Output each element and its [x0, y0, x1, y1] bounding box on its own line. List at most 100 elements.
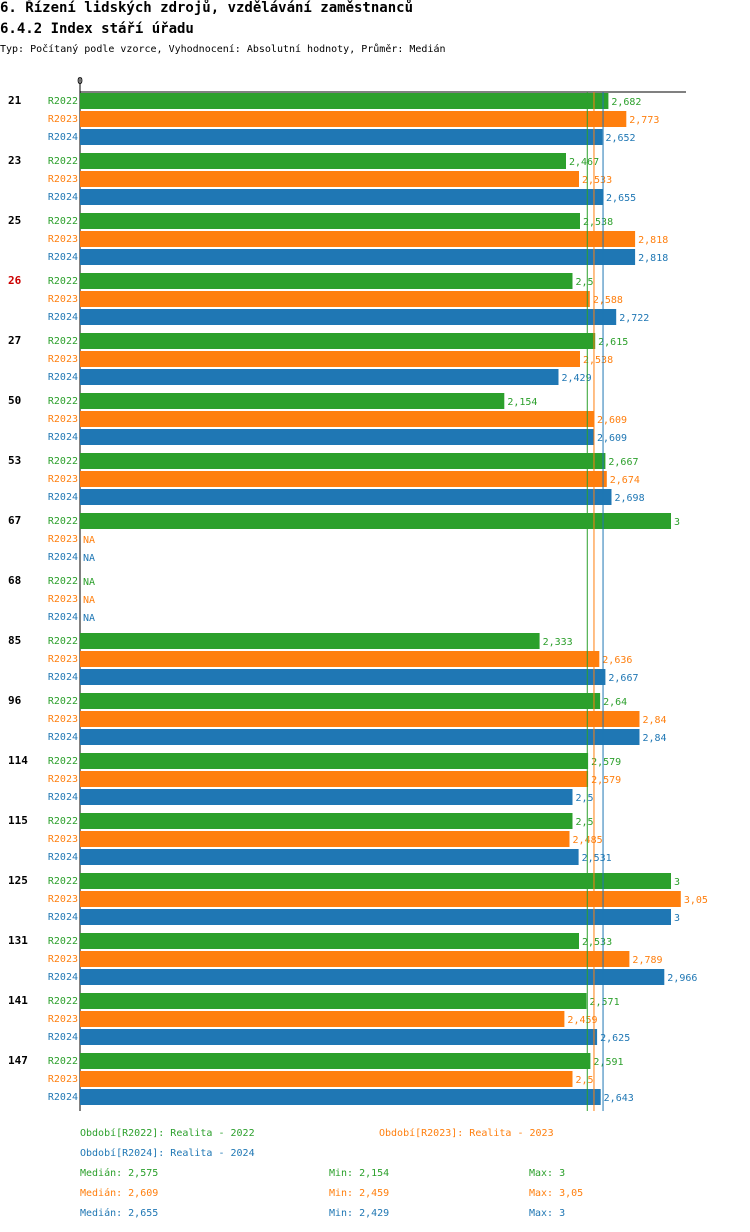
series-label-r2022: R2022: [48, 276, 78, 287]
chart-info: Typ: Počítaný podle vzorce, Vyhodnocení:…: [0, 44, 446, 55]
category-label: 96: [8, 694, 22, 707]
series-label-r2022: R2022: [48, 876, 78, 887]
bar-r2024-147: [80, 1089, 601, 1105]
bar-r2022-27: [80, 333, 596, 349]
series-label-r2024: R2024: [48, 372, 78, 383]
bar-r2024-53: [80, 489, 612, 505]
bar-r2022-85: [80, 633, 540, 649]
bar-r2022-114: [80, 753, 589, 769]
series-label-r2024: R2024: [48, 492, 78, 503]
value-label-na: NA: [83, 535, 95, 546]
bar-r2023-25: [80, 231, 636, 247]
value-label: 2,818: [638, 235, 668, 246]
bar-r2024-114: [80, 789, 573, 805]
bar-r2022-96: [80, 693, 601, 709]
series-label-r2022: R2022: [48, 636, 78, 647]
bar-r2023-96: [80, 711, 640, 727]
value-label: 2,5: [576, 1075, 594, 1086]
value-label-na: NA: [83, 613, 95, 624]
value-label: 2,571: [589, 997, 619, 1008]
series-label-r2024: R2024: [48, 672, 78, 683]
bar-r2023-131: [80, 951, 630, 967]
category-label: 125: [8, 874, 28, 887]
stat-min-r2022: Min: 2,154: [329, 1168, 390, 1179]
series-label-r2024: R2024: [48, 972, 78, 983]
value-label: 2,667: [608, 457, 638, 468]
series-label-r2024: R2024: [48, 732, 78, 743]
value-label-na: NA: [83, 553, 95, 564]
category-label: 85: [8, 634, 21, 647]
value-label: 2,5: [576, 277, 594, 288]
series-label-r2022: R2022: [48, 456, 78, 467]
category-label: 23: [8, 154, 21, 167]
bar-r2024-96: [80, 729, 640, 745]
value-label-na: NA: [83, 577, 95, 588]
bar-r2022-23: [80, 153, 566, 169]
series-label-r2024: R2024: [48, 312, 78, 323]
series-label-r2023: R2023: [48, 534, 78, 545]
series-label-r2022: R2022: [48, 336, 78, 347]
series-label-r2023: R2023: [48, 654, 78, 665]
value-label: 2,5: [576, 793, 594, 804]
series-label-r2022: R2022: [48, 576, 78, 587]
series-label-r2022: R2022: [48, 396, 78, 407]
series-label-r2022: R2022: [48, 216, 78, 227]
value-label: 2,591: [593, 1057, 623, 1068]
series-label-r2022: R2022: [48, 936, 78, 947]
value-label: 2,682: [611, 97, 641, 108]
series-label-r2022: R2022: [48, 816, 78, 827]
series-label-r2022: R2022: [48, 1056, 78, 1067]
category-label: 141: [8, 994, 28, 1007]
value-label: 3: [674, 877, 680, 888]
value-label: 2,615: [598, 337, 628, 348]
value-label: 2,533: [582, 937, 612, 948]
stat-max-r2022: Max: 3: [529, 1168, 566, 1179]
category-label: 26: [8, 274, 22, 287]
value-label: 2,609: [597, 433, 627, 444]
value-label: 2,773: [629, 115, 659, 126]
value-label: 2,429: [562, 373, 592, 384]
bar-r2022-147: [80, 1053, 591, 1069]
category-label: 115: [8, 814, 28, 827]
category-label: 25: [8, 214, 21, 227]
value-label: 2,818: [638, 253, 668, 264]
series-label-r2023: R2023: [48, 714, 78, 725]
category-label: 68: [8, 574, 21, 587]
series-label-r2024: R2024: [48, 192, 78, 203]
legend-r2024: Období[R2024]: Realita - 2024: [80, 1148, 255, 1159]
series-label-r2024: R2024: [48, 132, 78, 143]
value-label: 2,655: [606, 193, 636, 204]
value-label: 2,579: [591, 775, 621, 786]
series-label-r2023: R2023: [48, 774, 78, 785]
bar-r2024-115: [80, 849, 579, 865]
value-label: 3: [674, 913, 680, 924]
series-label-r2022: R2022: [48, 516, 78, 527]
value-label: 2,333: [543, 637, 573, 648]
bar-r2023-147: [80, 1071, 573, 1087]
value-label: 2,609: [597, 415, 627, 426]
series-label-r2024: R2024: [48, 432, 78, 443]
value-label: 2,652: [605, 133, 635, 144]
category-label: 27: [8, 334, 21, 347]
series-label-r2022: R2022: [48, 96, 78, 107]
bar-r2023-141: [80, 1011, 565, 1027]
bar-r2023-21: [80, 111, 627, 127]
bar-chart: 0 21 R2022 2,682 R2023 2,773 R2024 2,652 23 R2022…: [8, 76, 708, 1111]
bar-r2022-141: [80, 993, 587, 1009]
bar-r2024-50: [80, 429, 594, 445]
chart-subtitle: 6.4.2 Index stáří úřadu: [0, 21, 194, 37]
category-label: 53: [8, 454, 21, 467]
category-label: 67: [8, 514, 21, 527]
value-label: 2,722: [619, 313, 649, 324]
bar-r2022-125: [80, 873, 671, 889]
legend-r2023: Období[R2023]: Realita - 2023: [379, 1128, 554, 1139]
bar-r2024-85: [80, 669, 606, 685]
bar-r2024-141: [80, 1029, 598, 1045]
category-label: 131: [8, 934, 28, 947]
bar-r2023-27: [80, 351, 580, 367]
value-label: 2,84: [642, 715, 666, 726]
bar-r2023-85: [80, 651, 600, 667]
value-label: 2,467: [569, 157, 599, 168]
series-label-r2024: R2024: [48, 612, 78, 623]
series-label-r2023: R2023: [48, 474, 78, 485]
